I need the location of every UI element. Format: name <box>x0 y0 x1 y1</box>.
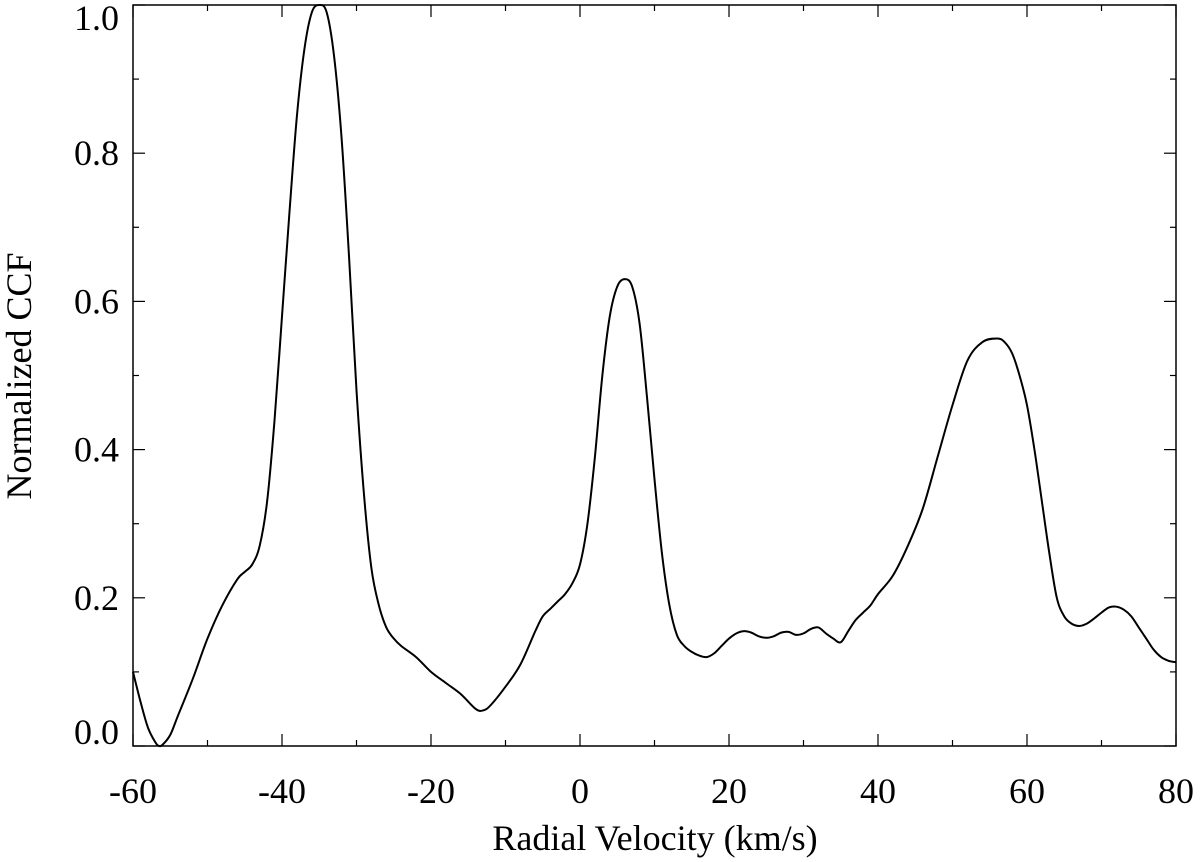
x-tick-label: -40 <box>258 771 306 811</box>
x-tick-label: 20 <box>711 771 747 811</box>
y-tick-label: 1.0 <box>74 0 119 38</box>
series-lines <box>132 3 1177 748</box>
y-tick-label: 0.4 <box>74 430 119 470</box>
x-tick-label: 60 <box>1009 771 1045 811</box>
axis-ticks <box>132 4 1177 747</box>
x-tick-label: 40 <box>860 771 896 811</box>
x-axis-label: Radial Velocity (km/s) <box>492 818 817 858</box>
y-tick-label: 0.8 <box>74 133 119 173</box>
x-tick-label: -60 <box>109 771 157 811</box>
x-tick-label: 0 <box>571 771 589 811</box>
x-tick-label: 80 <box>1158 771 1194 811</box>
y-tick-label: 0.0 <box>74 712 119 752</box>
y-tick-label: 0.2 <box>74 578 119 618</box>
x-tick-label: -20 <box>407 771 455 811</box>
y-tick-label: 0.6 <box>74 281 119 321</box>
x-tick-labels: -60 -40 -20 0 20 40 60 80 <box>109 771 1194 811</box>
y-tick-labels: 0.0 0.2 0.4 0.6 0.8 1.0 <box>74 0 119 752</box>
ccf-series-line <box>132 3 1177 748</box>
y-axis-label: Normalized CCF <box>0 253 39 500</box>
